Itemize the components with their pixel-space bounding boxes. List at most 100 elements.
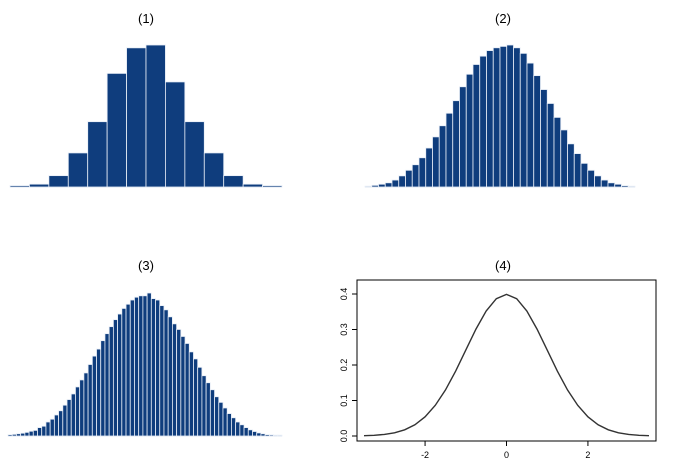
histogram-bar [176, 329, 182, 437]
y-tick-label: 0.0 [339, 430, 349, 443]
histogram-bar [66, 399, 72, 437]
histogram-bar [138, 295, 144, 437]
histogram-bar [145, 44, 166, 188]
histogram-bar [197, 366, 203, 437]
histogram-bar [499, 45, 508, 188]
histogram-bar [223, 175, 244, 188]
histogram-bar [252, 431, 258, 437]
histogram-bar [222, 407, 228, 437]
histogram-3 [7, 292, 283, 437]
histogram-bar [425, 147, 433, 188]
histogram-bar [167, 316, 173, 437]
histogram-bar [180, 336, 186, 437]
histogram-bar [20, 432, 26, 437]
histogram-bar [567, 143, 575, 188]
histogram-bar [384, 182, 393, 188]
x-tick-label: 2 [585, 450, 590, 460]
histogram-bar [472, 64, 481, 188]
histogram-bar [79, 379, 85, 437]
histogram-bar [364, 185, 373, 188]
histogram-bar [87, 364, 93, 437]
histogram-bar [273, 434, 279, 437]
histogram-1 [9, 44, 283, 188]
histogram-bar [134, 296, 140, 437]
x-tick-label: 0 [504, 450, 509, 460]
histogram-bar [67, 152, 89, 188]
histogram-bar [100, 340, 106, 437]
histogram-bar [243, 427, 249, 437]
histogram-bar [438, 125, 447, 188]
histogram-bar [9, 185, 30, 188]
histogram-bar [371, 184, 379, 188]
histogram-bar [580, 162, 589, 188]
histogram-2 [364, 44, 636, 188]
histogram-bar [452, 100, 460, 188]
histogram-bar [553, 116, 562, 188]
histogram-bar [391, 179, 400, 188]
histogram-bar [29, 183, 50, 188]
histogram-bar [62, 404, 68, 437]
histogram-bar [268, 434, 274, 437]
histogram-bar [218, 401, 224, 437]
histogram-bar [41, 425, 47, 437]
histogram-bar [459, 86, 467, 188]
panel-3-title: (3) [138, 258, 154, 273]
y-tick-label: 0.3 [339, 323, 349, 336]
histogram-bar [540, 89, 548, 188]
histogram-bar [155, 299, 161, 437]
histogram-bar [546, 103, 555, 188]
histogram-bar [231, 417, 237, 437]
histogram-bar [142, 295, 148, 437]
histogram-bar [242, 183, 263, 188]
histogram-bar [16, 433, 22, 437]
histogram-bar [486, 50, 494, 188]
histogram-bar [146, 292, 152, 437]
histogram-bar [7, 434, 13, 437]
histogram-bar [226, 413, 232, 437]
histogram-bar [256, 432, 262, 437]
panel-2-title: (2) [495, 11, 511, 26]
histogram-bar [91, 355, 97, 437]
histogram-bar [614, 183, 622, 188]
histogram-bar [188, 351, 194, 437]
plot-frame [356, 279, 657, 442]
histogram-bar [432, 136, 440, 188]
histogram-bar [32, 429, 38, 437]
histogram-bar [214, 396, 220, 437]
histogram-bar [58, 410, 64, 437]
histogram-bar [28, 430, 34, 437]
histogram-bar [526, 62, 535, 188]
histogram-bar [573, 153, 582, 188]
histogram-bar [11, 433, 17, 437]
y-tick-label: 0.4 [339, 288, 349, 301]
histogram-bar [621, 185, 629, 188]
histogram-bar [83, 372, 89, 437]
histogram-bar [594, 175, 602, 188]
histogram-bar [465, 73, 474, 188]
density-plot: -2 0 2 0.0 0.1 0.2 0.3 0.4 [339, 279, 657, 460]
histogram-bar [49, 418, 55, 437]
histogram-bar [108, 326, 114, 437]
histogram-bar [205, 382, 211, 437]
histogram-bar [260, 433, 266, 437]
histogram-bar [492, 47, 501, 188]
histogram-bar [378, 183, 386, 188]
histogram-bar [129, 299, 135, 437]
histogram-bar [70, 393, 76, 437]
histogram-bar [264, 434, 270, 437]
histogram-bar [405, 169, 413, 188]
histogram-bar [411, 164, 420, 188]
histogram-bar [203, 152, 225, 188]
histogram-bar [418, 157, 427, 188]
histogram-bar [112, 319, 118, 437]
histogram-bar [106, 73, 127, 188]
histogram-bar [125, 303, 131, 437]
histogram-bar [277, 434, 283, 437]
histogram-bar [126, 47, 147, 188]
histogram-bar [184, 121, 205, 188]
x-tick-label: -2 [421, 450, 429, 460]
histogram-bar [184, 343, 190, 437]
histogram-bar [96, 348, 102, 437]
histogram-bar [627, 185, 636, 188]
histogram-bar [159, 305, 165, 437]
